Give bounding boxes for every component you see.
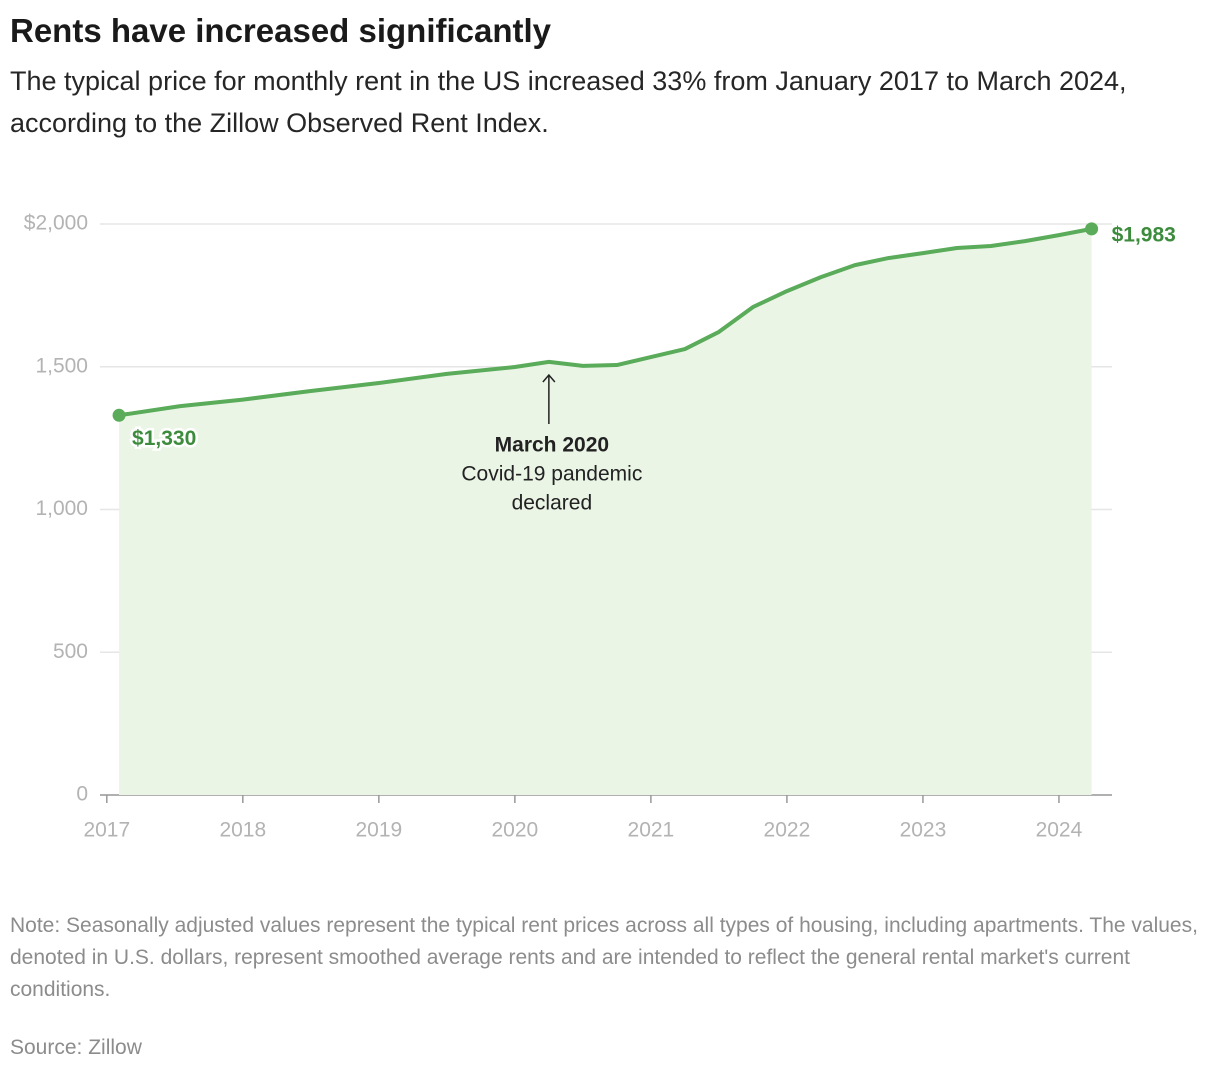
- annotation-title: March 2020: [495, 434, 609, 457]
- x-tick-label: 2022: [764, 819, 811, 842]
- point: [112, 408, 126, 422]
- x-tick-label: 2024: [1036, 819, 1083, 842]
- y-tick-label: $2,000: [24, 212, 88, 235]
- y-tick-label: 500: [53, 640, 88, 663]
- value-label: $1,330: [132, 427, 196, 450]
- y-tick-label: 1,500: [35, 354, 88, 377]
- annotation-text: declared: [512, 492, 593, 515]
- x-tick-label: 2017: [83, 819, 130, 842]
- annotation-arrowhead: [542, 373, 556, 383]
- x-tick-label: 2019: [355, 819, 402, 842]
- note: Note: Seasonally adjusted values represe…: [10, 914, 1198, 1001]
- point: [1085, 222, 1099, 236]
- source: Source: Zillow: [10, 1036, 142, 1059]
- area: [119, 228, 1092, 795]
- annotation-text: Covid-19 pandemic: [461, 463, 642, 486]
- value-label: $1,983: [1112, 223, 1176, 246]
- x-tick-label: 2020: [492, 819, 539, 842]
- y-tick-label: 1,000: [35, 497, 88, 520]
- x-tick-label: 2021: [628, 819, 675, 842]
- chart-subtitle: The typical price for monthly rent in th…: [10, 66, 1127, 138]
- x-tick-label: 2018: [219, 819, 266, 842]
- x-tick-label: 2023: [900, 819, 947, 842]
- y-tick-label: 0: [76, 783, 88, 806]
- line: [118, 226, 1092, 418]
- chart-title: Rents have increased significantly: [10, 12, 552, 49]
